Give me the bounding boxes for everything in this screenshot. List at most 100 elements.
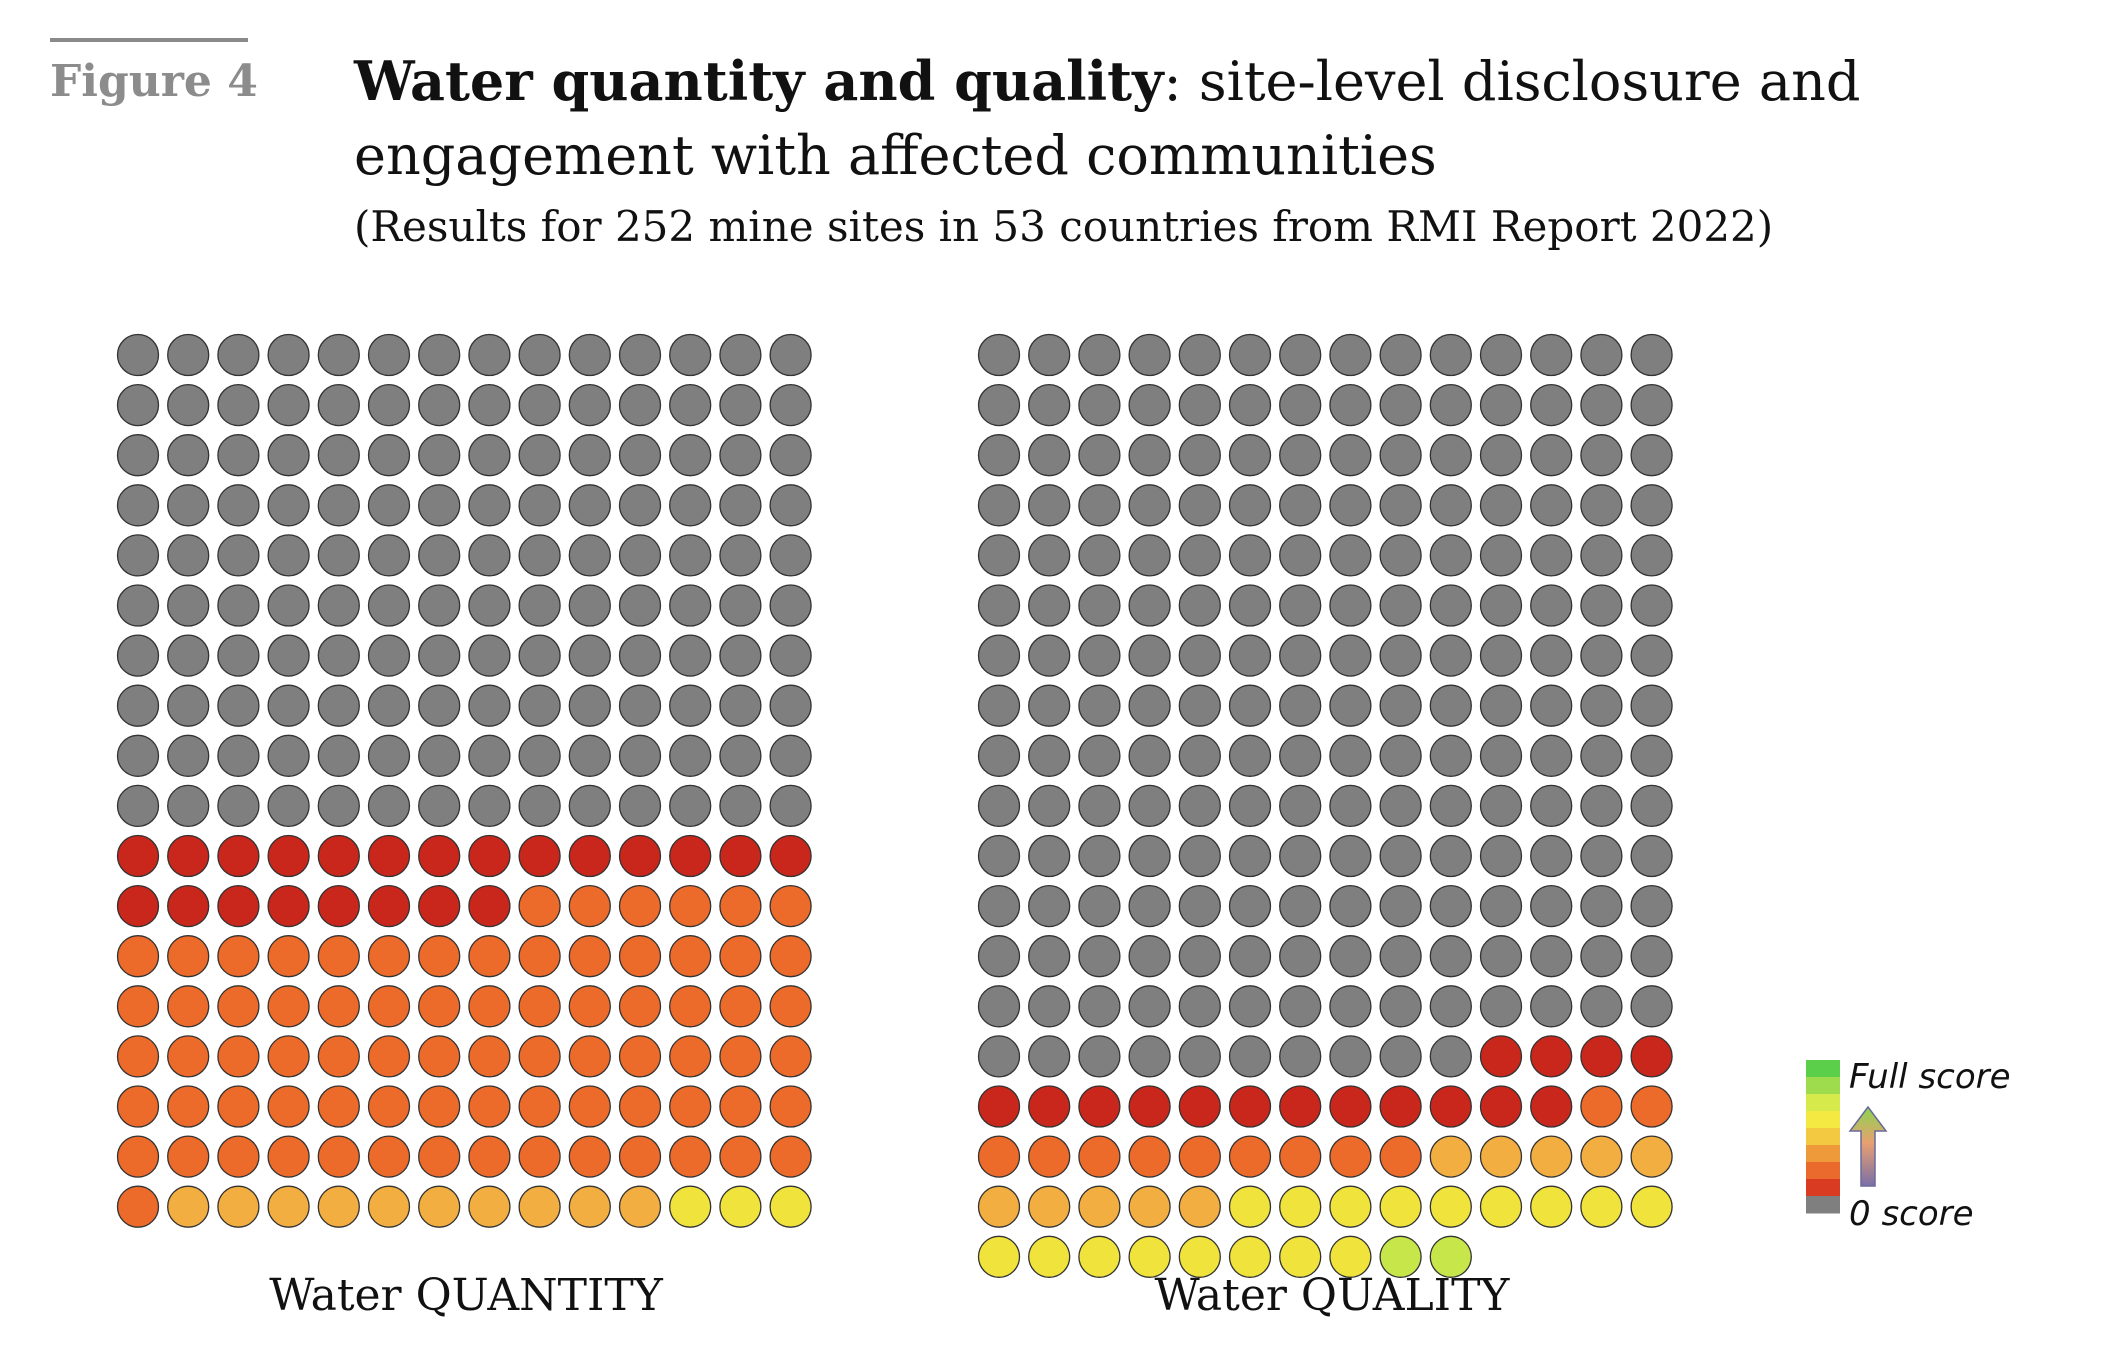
site-dot	[1028, 1085, 1071, 1128]
chart-subtitle: (Results for 252 mine sites in 53 countr…	[354, 202, 1774, 251]
site-dot	[167, 935, 210, 978]
site-dot	[669, 734, 712, 777]
site-dot	[769, 884, 812, 928]
site-dot	[669, 1035, 712, 1078]
site-dot	[1078, 985, 1121, 1028]
site-dot	[468, 333, 511, 377]
site-dot	[1429, 1185, 1472, 1228]
site-dot	[1580, 985, 1623, 1028]
site-dot	[1078, 884, 1121, 928]
site-dot	[418, 484, 461, 527]
site-dot	[669, 534, 712, 577]
site-dot	[568, 484, 611, 527]
site-dot	[1329, 1035, 1372, 1078]
site-dot	[1329, 434, 1372, 477]
site-dot	[317, 985, 360, 1028]
site-dot	[116, 1185, 160, 1228]
site-dot	[719, 434, 762, 477]
site-dot	[1379, 1035, 1422, 1078]
site-dot	[317, 784, 360, 828]
site-dot	[518, 684, 561, 727]
site-dot	[1630, 734, 1673, 777]
site-dot	[267, 484, 310, 527]
site-dot	[618, 834, 662, 878]
site-dot	[367, 684, 411, 727]
site-dot	[1128, 484, 1171, 527]
legend-swatch	[1806, 1128, 1840, 1146]
site-dot	[167, 333, 210, 377]
figure-label: Figure 4	[50, 56, 258, 107]
site-dot	[618, 333, 662, 377]
site-dot	[267, 383, 310, 427]
site-dot	[1530, 484, 1573, 527]
site-dot	[1228, 1035, 1272, 1078]
waffle-quantity	[116, 333, 812, 1228]
site-dot	[1028, 584, 1071, 627]
site-dot	[1228, 1085, 1272, 1128]
site-dot	[1580, 884, 1623, 928]
site-dot	[367, 333, 411, 377]
legend-swatch	[1806, 1145, 1840, 1163]
site-dot	[1279, 1185, 1322, 1228]
site-dot	[1228, 484, 1272, 527]
site-dot	[1530, 935, 1573, 978]
legend-swatch	[1806, 1077, 1840, 1095]
site-dot	[217, 884, 260, 928]
site-dot	[267, 534, 310, 577]
site-dot	[1329, 884, 1372, 928]
site-dot	[267, 1135, 310, 1178]
site-dot	[167, 434, 210, 477]
site-dot	[1429, 1135, 1472, 1178]
site-dot	[116, 884, 160, 928]
site-dot	[1329, 1185, 1372, 1228]
site-dot	[367, 434, 411, 477]
site-dot	[1128, 784, 1171, 828]
site-dot	[618, 734, 662, 777]
site-dot	[468, 884, 511, 928]
site-dot	[1379, 434, 1422, 477]
site-dot	[1279, 634, 1322, 677]
site-dot	[267, 333, 310, 377]
site-dot	[1279, 1035, 1322, 1078]
site-dot	[977, 884, 1021, 928]
site-dot	[1228, 1235, 1272, 1278]
site-dot	[1028, 333, 1071, 377]
site-dot	[618, 634, 662, 677]
site-dot	[977, 1035, 1021, 1078]
site-dot	[669, 1135, 712, 1178]
site-dot	[769, 935, 812, 978]
site-dot	[1128, 985, 1171, 1028]
site-dot	[1228, 734, 1272, 777]
site-dot	[977, 834, 1021, 878]
site-dot	[1630, 834, 1673, 878]
site-dot	[1530, 634, 1573, 677]
site-dot	[116, 484, 160, 527]
site-dot	[568, 534, 611, 577]
site-dot	[618, 935, 662, 978]
site-dot	[267, 884, 310, 928]
site-dot	[1479, 584, 1523, 627]
site-dot	[1379, 1085, 1422, 1128]
site-dot	[518, 584, 561, 627]
site-dot	[217, 1085, 260, 1128]
site-dot	[1078, 333, 1121, 377]
site-dot	[468, 434, 511, 477]
site-dot	[618, 684, 662, 727]
site-dot	[719, 684, 762, 727]
site-dot	[1479, 1085, 1523, 1128]
site-dot	[1530, 534, 1573, 577]
site-dot	[1128, 734, 1171, 777]
legend-swatch	[1806, 1162, 1840, 1180]
site-dot	[1530, 1135, 1573, 1178]
site-dot	[1429, 884, 1472, 928]
site-dot	[1630, 634, 1673, 677]
site-dot	[1429, 584, 1472, 627]
site-dot	[1178, 434, 1221, 477]
site-dot	[719, 534, 762, 577]
site-dot	[1279, 1235, 1322, 1278]
site-dot	[1228, 784, 1272, 828]
site-dot	[1530, 834, 1573, 878]
site-dot	[1379, 884, 1422, 928]
site-dot	[367, 534, 411, 577]
site-dot	[1279, 935, 1322, 978]
